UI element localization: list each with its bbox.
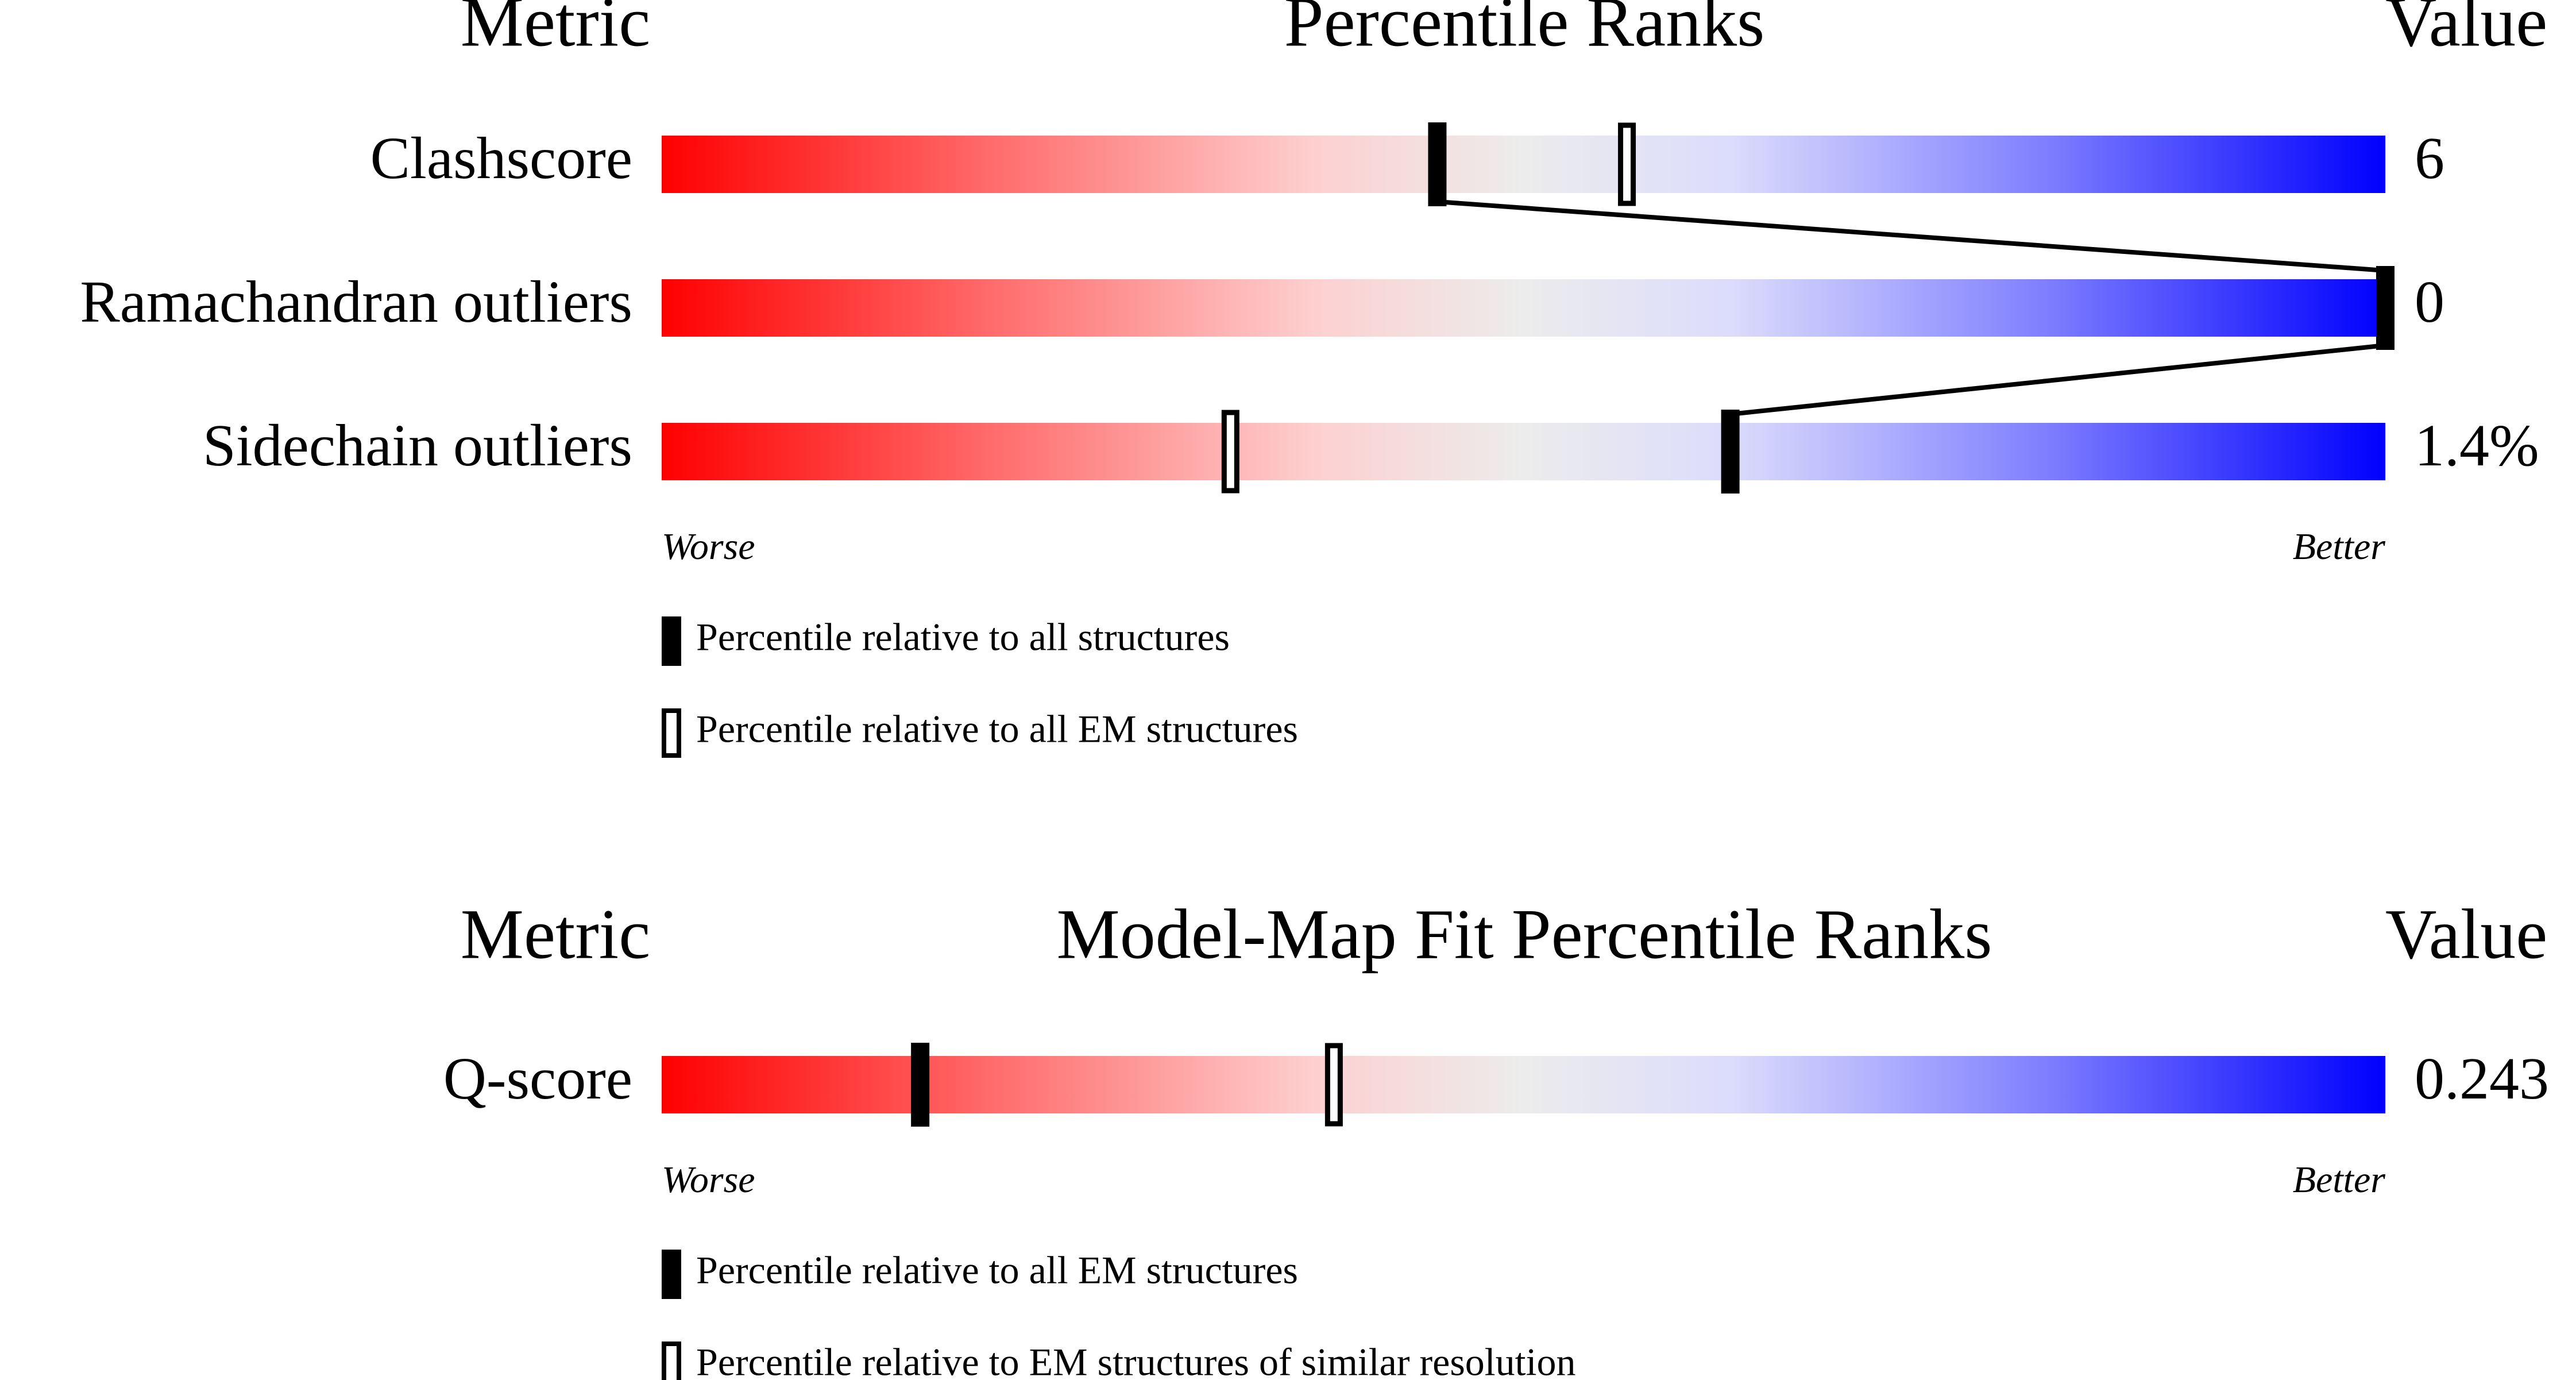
percentile-marker-filled [2376, 266, 2395, 350]
percentile-bar [662, 136, 2385, 193]
legend-label: Percentile relative to all EM structures [696, 707, 1298, 751]
percentile-marker-filled [1721, 410, 1740, 494]
legend-label: Percentile relative to all EM structures [696, 1248, 1298, 1292]
value-header: Value [2385, 0, 2547, 61]
percentile-marker-open [1221, 410, 1239, 494]
connector [1730, 343, 2386, 417]
chart-title: Model-Map Fit Percentile Ranks [1057, 895, 1992, 973]
percentile-marker-open [1324, 1043, 1343, 1127]
metric-value: 6 [2415, 125, 2444, 191]
percentile-marker-filled [1428, 122, 1447, 206]
better-label: Better [2293, 526, 2386, 568]
worse-label: Worse [662, 1159, 755, 1201]
percentile-marker-filled [911, 1043, 930, 1127]
metric-value: 0 [2415, 269, 2444, 335]
legend-marker-filled [662, 616, 681, 666]
metric-header: Metric [461, 895, 651, 973]
connector [1437, 199, 2386, 273]
metric-label: Sidechain outliers [203, 413, 632, 479]
legend-marker-open [662, 1342, 681, 1380]
metric-value: 0.243 [2415, 1046, 2549, 1112]
percentile-bar [662, 423, 2385, 480]
percentile-marker-open [1618, 122, 1636, 206]
percentile-bar [662, 279, 2385, 337]
legend-label: Percentile relative to all structures [696, 615, 1230, 659]
metric-header: Metric [461, 0, 651, 61]
metric-label: Clashscore [370, 125, 632, 191]
better-label: Better [2293, 1159, 2386, 1201]
legend-marker-filled [662, 1250, 681, 1299]
legend-label: Percentile relative to EM structures of … [696, 1340, 1575, 1380]
metric-label: Ramachandran outliers [80, 269, 632, 335]
metric-label: Q-score [443, 1046, 632, 1112]
chart-title: Percentile Ranks [1284, 0, 1765, 61]
metric-value: 1.4% [2415, 413, 2539, 479]
legend-marker-open [662, 708, 681, 758]
percentile-bar [662, 1056, 2385, 1113]
worse-label: Worse [662, 526, 755, 568]
value-header: Value [2385, 895, 2547, 973]
